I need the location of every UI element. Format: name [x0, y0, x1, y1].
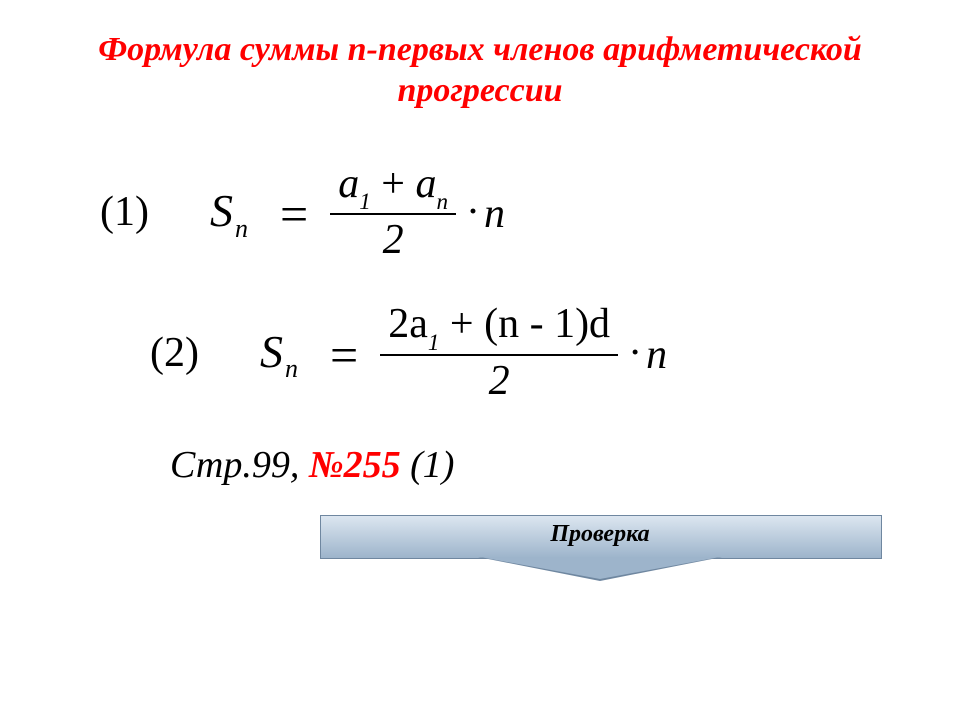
formula-2: (2) Sn = 2a1 + (n - 1)d 2 ·n: [150, 302, 910, 403]
formula-1-denominator: 2: [375, 218, 412, 262]
formula-2-lhs-sub: n: [285, 354, 298, 383]
title-line-1: Формула суммы п-первых членов арифметиче…: [98, 31, 862, 68]
equals-sign: =: [280, 185, 316, 243]
formula-2-label: (2): [150, 329, 220, 377]
formula-1-multn: ·n: [466, 190, 505, 238]
slide-title: Формула суммы п-первых членов арифметиче…: [50, 30, 910, 112]
f2-2a: 2a: [388, 301, 428, 347]
formula-2-lhs: Sn: [260, 325, 298, 384]
f1-an-var: a: [415, 161, 436, 207]
f1-n: n: [484, 191, 505, 237]
f2-plus: +: [450, 301, 474, 347]
page-reference: Стр.99, №255 (1): [170, 443, 910, 487]
f1-plus: +: [381, 161, 405, 207]
formula-1-lhs-sub: n: [235, 214, 248, 243]
f2-n: n: [646, 332, 667, 378]
fraction-bar: [380, 354, 618, 356]
title-line-2: прогрессии: [397, 72, 562, 109]
f1-a1-sub: 1: [359, 188, 371, 214]
formula-2-numerator: 2a1 + (n - 1)d: [380, 302, 618, 351]
banner-arrow: [480, 557, 720, 579]
formula-1-lhs: Sn: [210, 184, 248, 243]
banner-label: Проверка: [320, 521, 880, 548]
formula-1-lhs-var: S: [210, 185, 233, 236]
check-banner[interactable]: Проверка: [320, 515, 880, 579]
formula-1: (1) Sn = a1 + an 2 ·n: [100, 162, 910, 263]
ref-prefix: Стр.99,: [170, 444, 309, 486]
ref-number: №255: [309, 444, 401, 486]
formula-2-fraction: 2a1 + (n - 1)d 2: [380, 302, 618, 403]
f1-an-sub: n: [436, 188, 448, 214]
f1-a1-var: a: [338, 161, 359, 207]
formula-2-lhs-var: S: [260, 326, 283, 377]
equals-sign: =: [330, 326, 366, 384]
slide: Формула суммы п-первых членов арифметиче…: [0, 0, 960, 720]
f2-paren: (n - 1)d: [484, 301, 610, 347]
formula-1-label: (1): [100, 188, 170, 236]
formula-1-numerator: a1 + an: [330, 162, 456, 211]
formula-2-multn: ·n: [628, 331, 667, 379]
formula-1-fraction: a1 + an 2: [330, 162, 456, 263]
f2-a1-sub: 1: [428, 329, 440, 355]
ref-suffix: (1): [401, 444, 455, 486]
formula-2-denominator: 2: [481, 359, 518, 403]
